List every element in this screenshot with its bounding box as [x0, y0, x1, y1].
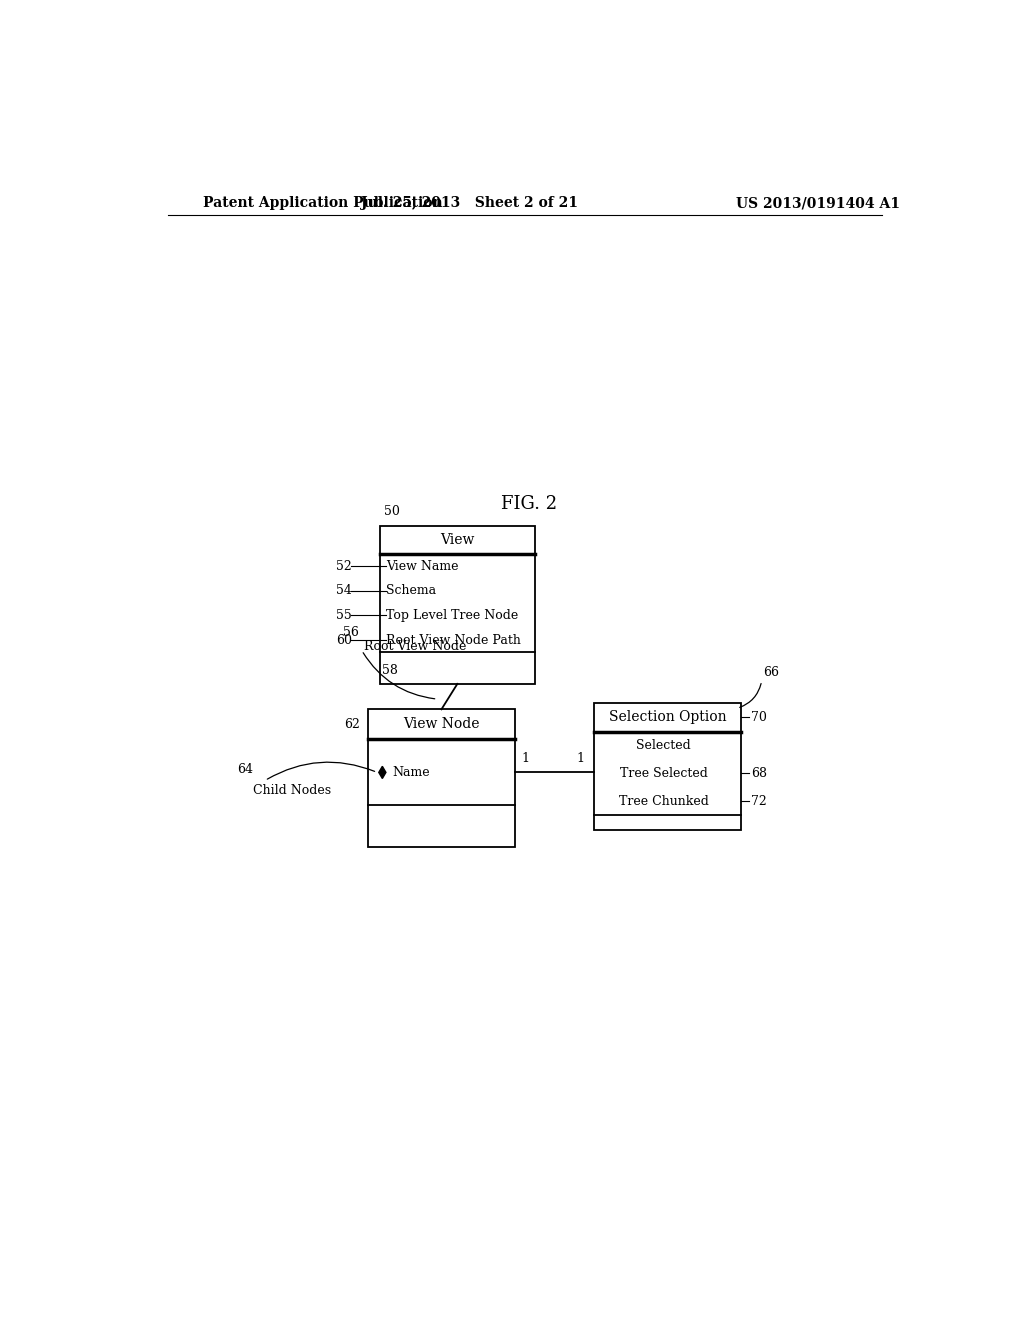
Text: Selection Option: Selection Option	[609, 710, 726, 725]
Text: Root View Node: Root View Node	[365, 640, 467, 653]
Text: 70: 70	[752, 711, 767, 723]
Text: Jul. 25, 2013   Sheet 2 of 21: Jul. 25, 2013 Sheet 2 of 21	[360, 197, 578, 210]
Text: Selected: Selected	[636, 739, 691, 752]
Text: 64: 64	[238, 763, 253, 776]
Text: US 2013/0191404 A1: US 2013/0191404 A1	[736, 197, 900, 210]
Text: 1: 1	[577, 752, 585, 766]
Text: 56: 56	[343, 626, 358, 639]
Text: Tree Chunked: Tree Chunked	[618, 795, 709, 808]
Text: Child Nodes: Child Nodes	[253, 784, 331, 797]
Text: Name: Name	[392, 766, 429, 779]
Text: 68: 68	[752, 767, 767, 780]
Text: Patent Application Publication: Patent Application Publication	[204, 197, 443, 210]
Text: 54: 54	[336, 585, 352, 598]
Text: 62: 62	[344, 718, 360, 731]
Polygon shape	[379, 767, 386, 779]
Text: Tree Selected: Tree Selected	[620, 767, 708, 780]
Text: 50: 50	[384, 506, 399, 519]
Text: View Name: View Name	[386, 560, 459, 573]
Text: 58: 58	[382, 664, 398, 677]
Text: 66: 66	[763, 667, 779, 680]
Text: Top Level Tree Node: Top Level Tree Node	[386, 609, 518, 622]
Text: 1: 1	[521, 752, 529, 766]
Text: Schema: Schema	[386, 585, 436, 598]
Text: View: View	[440, 533, 474, 546]
Bar	[368, 709, 515, 846]
Bar	[594, 704, 741, 830]
Text: 72: 72	[752, 795, 767, 808]
Text: View Node: View Node	[403, 717, 479, 731]
Text: FIG. 2: FIG. 2	[501, 495, 557, 513]
Bar	[380, 527, 535, 684]
Text: 60: 60	[336, 634, 352, 647]
Text: 52: 52	[336, 560, 352, 573]
Text: 55: 55	[336, 609, 352, 622]
Text: Root View Node Path: Root View Node Path	[386, 634, 521, 647]
